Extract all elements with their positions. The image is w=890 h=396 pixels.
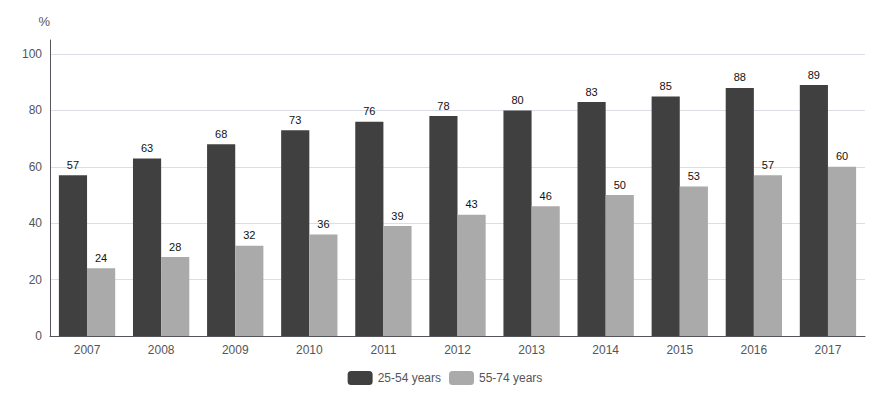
svg-text:80: 80 (511, 94, 523, 106)
svg-text:2013: 2013 (518, 343, 545, 357)
svg-text:40: 40 (29, 216, 43, 230)
svg-text:68: 68 (215, 128, 227, 140)
svg-text:43: 43 (465, 198, 477, 210)
svg-text:100: 100 (22, 47, 42, 61)
svg-text:63: 63 (141, 142, 153, 154)
svg-text:32: 32 (243, 229, 255, 241)
svg-text:57: 57 (67, 159, 79, 171)
svg-text:2014: 2014 (592, 343, 619, 357)
svg-text:73: 73 (289, 114, 301, 126)
svg-text:2016: 2016 (741, 343, 768, 357)
svg-text:2007: 2007 (74, 343, 101, 357)
svg-text:57: 57 (762, 159, 774, 171)
svg-text:80: 80 (29, 103, 43, 117)
svg-text:2008: 2008 (148, 343, 175, 357)
svg-text:0: 0 (35, 329, 42, 343)
svg-text:85: 85 (660, 80, 672, 92)
svg-text:2010: 2010 (296, 343, 323, 357)
svg-text:2011: 2011 (371, 343, 397, 357)
svg-text:50: 50 (614, 179, 626, 191)
svg-text:89: 89 (808, 69, 820, 81)
svg-text:39: 39 (391, 210, 403, 222)
svg-text:60: 60 (836, 150, 848, 162)
svg-text:28: 28 (169, 241, 181, 253)
svg-text:88: 88 (734, 71, 746, 83)
svg-text:76: 76 (363, 105, 375, 117)
svg-text:2015: 2015 (666, 343, 693, 357)
svg-text:46: 46 (540, 190, 552, 202)
svg-text:20: 20 (29, 273, 43, 287)
svg-text:36: 36 (317, 218, 329, 230)
svg-text:25-54 years: 25-54 years (378, 371, 441, 385)
svg-text:2009: 2009 (222, 343, 249, 357)
svg-text:78: 78 (437, 100, 449, 112)
svg-text:2012: 2012 (444, 343, 471, 357)
svg-text:53: 53 (688, 170, 700, 182)
svg-text:24: 24 (95, 252, 107, 264)
svg-text:83: 83 (585, 86, 597, 98)
svg-text:%: % (38, 14, 50, 29)
svg-text:60: 60 (29, 160, 43, 174)
svg-text:55-74 years: 55-74 years (479, 371, 542, 385)
svg-text:2017: 2017 (815, 343, 842, 357)
